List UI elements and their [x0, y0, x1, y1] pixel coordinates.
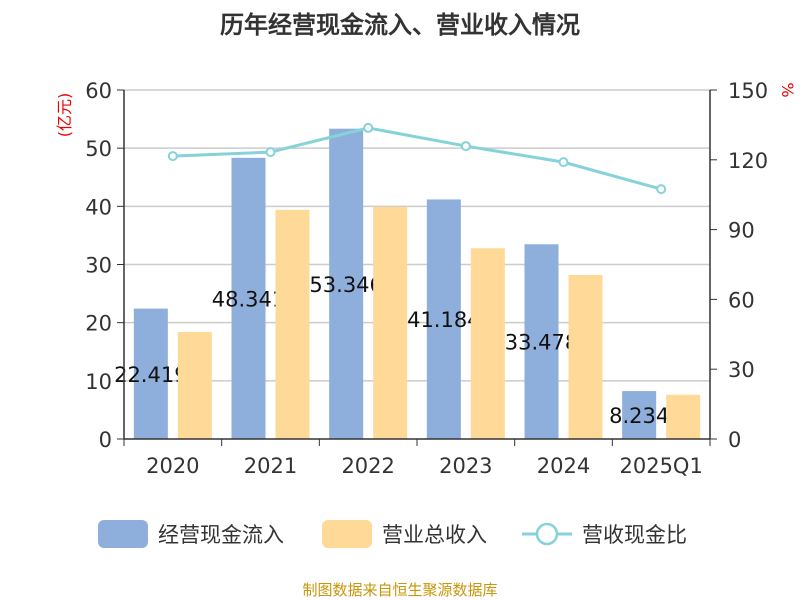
legend-swatch-marker [535, 522, 559, 546]
right-tick-label: 30 [728, 358, 755, 382]
right-tick-label: 150 [728, 79, 768, 103]
left-tick-label: 50 [85, 137, 112, 161]
data-label: 53.346 [309, 273, 382, 297]
chart-title: 历年经营现金流入、营业收入情况 [220, 11, 580, 39]
data-label: 33.478 [505, 331, 578, 355]
x-tick-label: 2025Q1 [619, 454, 702, 478]
x-tick-label: 2024 [537, 454, 590, 478]
data-label: 8.234 [609, 404, 669, 428]
data-label: 22.419 [114, 363, 187, 387]
line-point [265, 147, 276, 158]
left-tick-label: 40 [85, 195, 112, 219]
left-tick-label: 0 [99, 428, 112, 452]
left-tick-label: 20 [85, 312, 112, 336]
source-note: 制图数据来自恒生聚源数据库 [302, 581, 497, 599]
line-point [558, 157, 569, 168]
left-tick-label: 10 [85, 370, 112, 394]
line-point [167, 151, 178, 162]
left-tick-label: 30 [85, 254, 112, 278]
line-point [460, 141, 471, 152]
line-point [656, 184, 667, 195]
right-axis-label: % [778, 82, 797, 97]
legend-swatch-cash-inflow [98, 520, 148, 548]
bar-revenue [470, 248, 505, 439]
bar-cash-inflow [622, 391, 657, 439]
bar-revenue [275, 209, 310, 439]
right-tick-label: 0 [728, 428, 741, 452]
bar-revenue [568, 274, 603, 439]
bar-cash-inflow [231, 157, 266, 439]
right-tick-label: 120 [728, 149, 768, 173]
x-tick-label: 2020 [146, 454, 199, 478]
bar-revenue [373, 206, 408, 439]
x-tick-label: 2023 [439, 454, 492, 478]
bar-cash-inflow [426, 199, 461, 439]
bar-cash-inflow [133, 308, 168, 439]
right-tick-label: 60 [728, 288, 755, 312]
bar-revenue [666, 394, 701, 439]
bar-cash-inflow [524, 244, 559, 439]
legend-label: 营业总收入 [382, 523, 487, 547]
legend-swatch-revenue [322, 520, 372, 548]
line-point [363, 122, 374, 133]
x-tick-label: 2022 [341, 454, 394, 478]
data-label: 48.341 [212, 287, 285, 311]
bar-cash-inflow [329, 128, 364, 439]
data-label: 41.184 [407, 308, 480, 332]
left-tick-label: 60 [85, 79, 112, 103]
line-cash-ratio [172, 126, 662, 191]
bar-revenue [177, 331, 212, 439]
legend-label: 经营现金流入 [158, 523, 284, 547]
left-axis-label: (亿元) [55, 93, 74, 138]
legend-label: 营收现金比 [582, 523, 687, 547]
x-tick-label: 2021 [244, 454, 297, 478]
right-tick-label: 90 [728, 219, 755, 243]
